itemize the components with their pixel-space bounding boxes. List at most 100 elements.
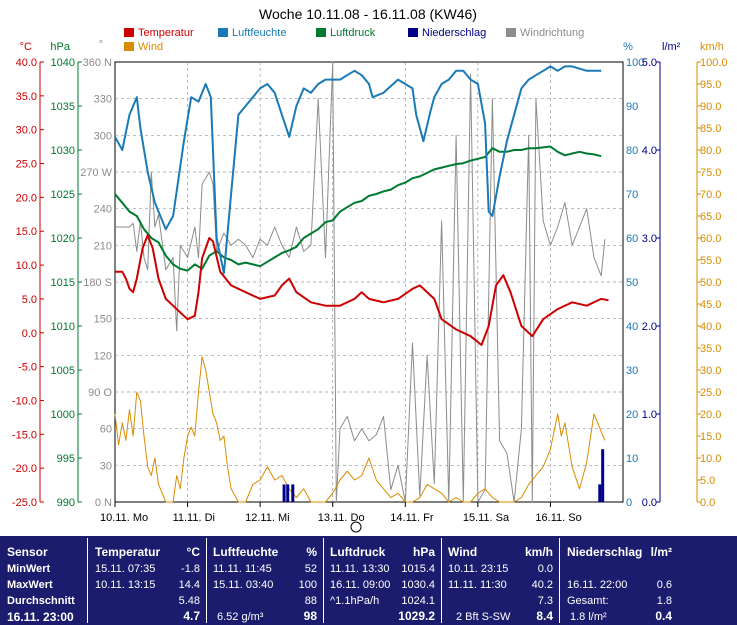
- hum-unit: %: [306, 545, 317, 559]
- temp-max-time: 10.11. 13:15: [95, 579, 156, 591]
- marker-circle-icon: [350, 521, 362, 533]
- legend-label: Temperatur: [138, 27, 194, 39]
- humidity-axis-unit: %: [623, 41, 633, 53]
- humidity-line: [114, 65, 602, 275]
- direction-axis-tick-label: 120: [94, 350, 112, 362]
- rain-axis-tick-label: 4.0: [642, 145, 657, 157]
- sensor-header: Sensor: [7, 545, 48, 559]
- wind-axis-tick-label: 100.0: [700, 57, 728, 69]
- direction-axis-tick-label: 180 S: [83, 277, 112, 289]
- humidity-axis-tick-label: 0: [626, 497, 632, 509]
- rain-total-value: 1.8: [656, 595, 672, 607]
- hum-max-time: 15.11. 03:40: [213, 579, 274, 591]
- rain-header: Niederschlag: [567, 545, 643, 559]
- chart-title: Woche 10.11.08 - 16.11.08 (KW46): [259, 6, 477, 22]
- humidity-axis-tick-label: 70: [626, 189, 638, 201]
- x-axis-labels: 10.11. Mo 11.11. Di 12.11. Mi 13.11. Do 14.1…: [100, 502, 582, 533]
- rain-sum: 1.8 l/m²: [570, 611, 607, 623]
- rain-axis-unit: l/m²: [662, 41, 681, 53]
- temp-unit: °C: [186, 545, 200, 559]
- humidity-axis-tick-label: 40: [626, 321, 638, 333]
- wind-axis-tick-label: 5.0: [700, 475, 715, 487]
- temp-min-time: 15.11. 07:35: [95, 563, 156, 575]
- weather-chart: Woche 10.11.08 - 16.11.08 (KW46) Tempera…: [12, 6, 728, 533]
- hum-absolute: 6.52 g/m³: [217, 611, 264, 623]
- wind-direction-line: [115, 61, 606, 503]
- wind-axis-unit: km/h: [700, 41, 724, 53]
- legend-swatch: [408, 28, 418, 37]
- wind-axis-tick-label: 55.0: [700, 255, 721, 267]
- wind-axis-tick-label: 45.0: [700, 299, 721, 311]
- wind-unit: km/h: [524, 545, 553, 559]
- direction-axis-tick-label: 60: [100, 424, 112, 436]
- temp-axis-tick-label: 25.0: [16, 159, 37, 171]
- rain-bar: [286, 484, 290, 502]
- direction-axis-tick-label: 300: [94, 130, 112, 142]
- humidity-axis-tick-label: 50: [626, 277, 638, 289]
- pressure-axis-tick-label: 1035: [51, 101, 75, 113]
- press-max-value: 1030.4: [401, 579, 435, 591]
- wind-max-time: 11.11. 11:30: [448, 579, 507, 591]
- temp-axis-tick-label: -15.0: [12, 429, 37, 441]
- temp-axis-tick-label: -20.0: [12, 463, 37, 475]
- col-sensor: Sensor MinWert MaxWert Durchschnitt 16.1…: [0, 538, 86, 624]
- rain-axis-tick-label: 1.0: [642, 409, 657, 421]
- pressure-axis-tick-label: 1020: [51, 233, 75, 245]
- wind-axis-tick-label: 0.0: [700, 497, 715, 509]
- x-tick-label: 11.11. Di: [173, 512, 215, 524]
- pressure-axis-tick-label: 1010: [51, 321, 75, 333]
- legend-swatch: [124, 42, 134, 51]
- press-average: 1024.1: [401, 595, 435, 607]
- pressure-axis-tick-label: 995: [57, 453, 75, 465]
- wind-axis-tick-label: 95.0: [700, 79, 721, 91]
- direction-axis-tick-label: 150: [94, 314, 112, 326]
- direction-axis-unit: °: [99, 39, 103, 51]
- temp-min-value: -1.8: [181, 563, 200, 575]
- direction-axis-tick-label: 330: [94, 94, 112, 106]
- wind-header: Wind: [448, 545, 478, 559]
- press-min-time: 11.11. 13:30: [330, 563, 390, 575]
- temp-axis-tick-label: -5.0: [18, 362, 37, 374]
- wind-current: 8.4: [536, 609, 553, 623]
- legend-label: Windrichtung: [520, 27, 584, 39]
- temp-average: 5.48: [178, 595, 200, 607]
- wind-axis-tick-label: 40.0: [700, 321, 721, 333]
- rain-max-value: 0.6: [656, 579, 672, 591]
- legend-label: Luftdruck: [330, 27, 376, 39]
- hum-header: Luftfeuchte: [213, 545, 279, 559]
- wind-axis-tick-label: 35.0: [700, 343, 721, 355]
- wind-max-value: 40.2: [531, 579, 553, 591]
- temp-axis-tick-label: 0.0: [22, 328, 37, 340]
- temp-axis-tick-label: -25.0: [12, 497, 37, 509]
- rain-bar: [282, 484, 286, 502]
- humidity-axis-tick-label: 30: [626, 365, 638, 377]
- pressure-axis-tick-label: 1040: [51, 57, 75, 69]
- temp-axis-tick-label: 15.0: [16, 226, 37, 238]
- avg-label: Durchschnitt: [7, 595, 75, 607]
- legend-swatch: [218, 28, 228, 37]
- temp-max-value: 14.4: [178, 579, 200, 591]
- humidity-axis-tick-label: 10: [626, 453, 638, 465]
- press-header: Luftdruck: [330, 545, 386, 559]
- temp-axis-tick-label: 30.0: [16, 125, 37, 137]
- min-label: MinWert: [7, 563, 51, 575]
- temperature-line: [115, 234, 609, 346]
- plot-area: [114, 61, 624, 503]
- temp-axis-unit: °C: [20, 41, 32, 53]
- x-tick-label: 15.11. Sa: [463, 512, 510, 524]
- x-tick-label: 10.11. Mo: [100, 512, 148, 524]
- temp-axis-tick-label: 40.0: [16, 57, 37, 69]
- wind-axis-tick-label: 10.0: [700, 453, 721, 465]
- col-wind: Wind km/h 10.11. 23:15 0.0 11.11. 11:30 …: [441, 538, 559, 623]
- press-max-time: 16.11. 09:00: [330, 579, 391, 591]
- temp-axis-tick-label: 20.0: [16, 192, 37, 204]
- wind-axis-tick-label: 20.0: [700, 409, 721, 421]
- pressure-axis-tick-label: 1015: [51, 277, 75, 289]
- temp-header: Temperatur: [95, 545, 161, 559]
- humidity-axis-tick-label: 20: [626, 409, 638, 421]
- wind-axis-tick-label: 30.0: [700, 365, 721, 377]
- press-trend: ^1.1hPa/h: [330, 595, 380, 607]
- rain-total-label: Gesamt:: [567, 595, 609, 607]
- legend-swatch: [506, 28, 516, 37]
- humidity-axis-tick-label: 80: [626, 145, 638, 157]
